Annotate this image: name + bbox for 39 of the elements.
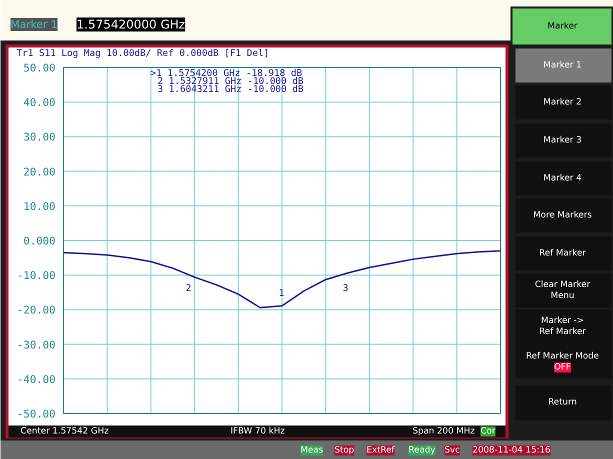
- text: Marker 2: [543, 98, 582, 108]
- y-tick-label: 10.00: [23, 200, 56, 213]
- text: Ref Marker Mode: [526, 352, 600, 362]
- text: Marker -> Ref Marker: [539, 316, 586, 337]
- text: Cor: [480, 426, 496, 436]
- text: Marker 1: [10, 18, 58, 31]
- y-tick-label: 0.000: [23, 234, 56, 248]
- text: ExtRef: [366, 446, 396, 456]
- text: Clear Marker Menu: [534, 280, 591, 301]
- y-tick-label: 30.00: [23, 130, 56, 144]
- chart-title: Tr1 S11 Log Mag 10.00dB/ Ref 0.000dB [F1 Del]: [16, 48, 270, 59]
- text: Marker 4: [543, 174, 582, 184]
- text: Return: [548, 398, 577, 408]
- annotation: 3: [342, 283, 348, 294]
- text: 1.575420000 GHz: [76, 18, 186, 32]
- text: Meas: [300, 446, 324, 456]
- text: Stop: [334, 446, 355, 456]
- y-tick-label: -10.00: [17, 269, 56, 282]
- y-tick-label: -40.00: [17, 372, 56, 386]
- text: OFF: [554, 362, 571, 372]
- text: Marker 3: [543, 136, 582, 146]
- y-tick-label: -30.00: [17, 338, 56, 352]
- y-tick-label: -20.00: [17, 304, 56, 317]
- text: Span 200 MHz: [412, 426, 476, 436]
- text: IFBW 70 kHz: [230, 426, 286, 436]
- text: 2008-11-04 15:16: [472, 446, 551, 456]
- text: Center 1.57542 GHz: [20, 426, 110, 436]
- y-tick-label: 20.00: [23, 165, 56, 178]
- text: Ref Marker: [539, 248, 586, 258]
- y-tick-label: 50.00: [23, 62, 56, 74]
- annotation: 2: [186, 283, 192, 294]
- text: Svc: [444, 446, 460, 456]
- text: Marker: [548, 22, 578, 32]
- text: Marker 1: [543, 60, 582, 70]
- line-series: [62, 250, 502, 308]
- text: More Markers: [533, 210, 592, 220]
- text: Ready: [408, 446, 436, 456]
- y-tick-label: -50.00: [17, 408, 56, 420]
- y-tick-label: 40.00: [23, 96, 56, 110]
